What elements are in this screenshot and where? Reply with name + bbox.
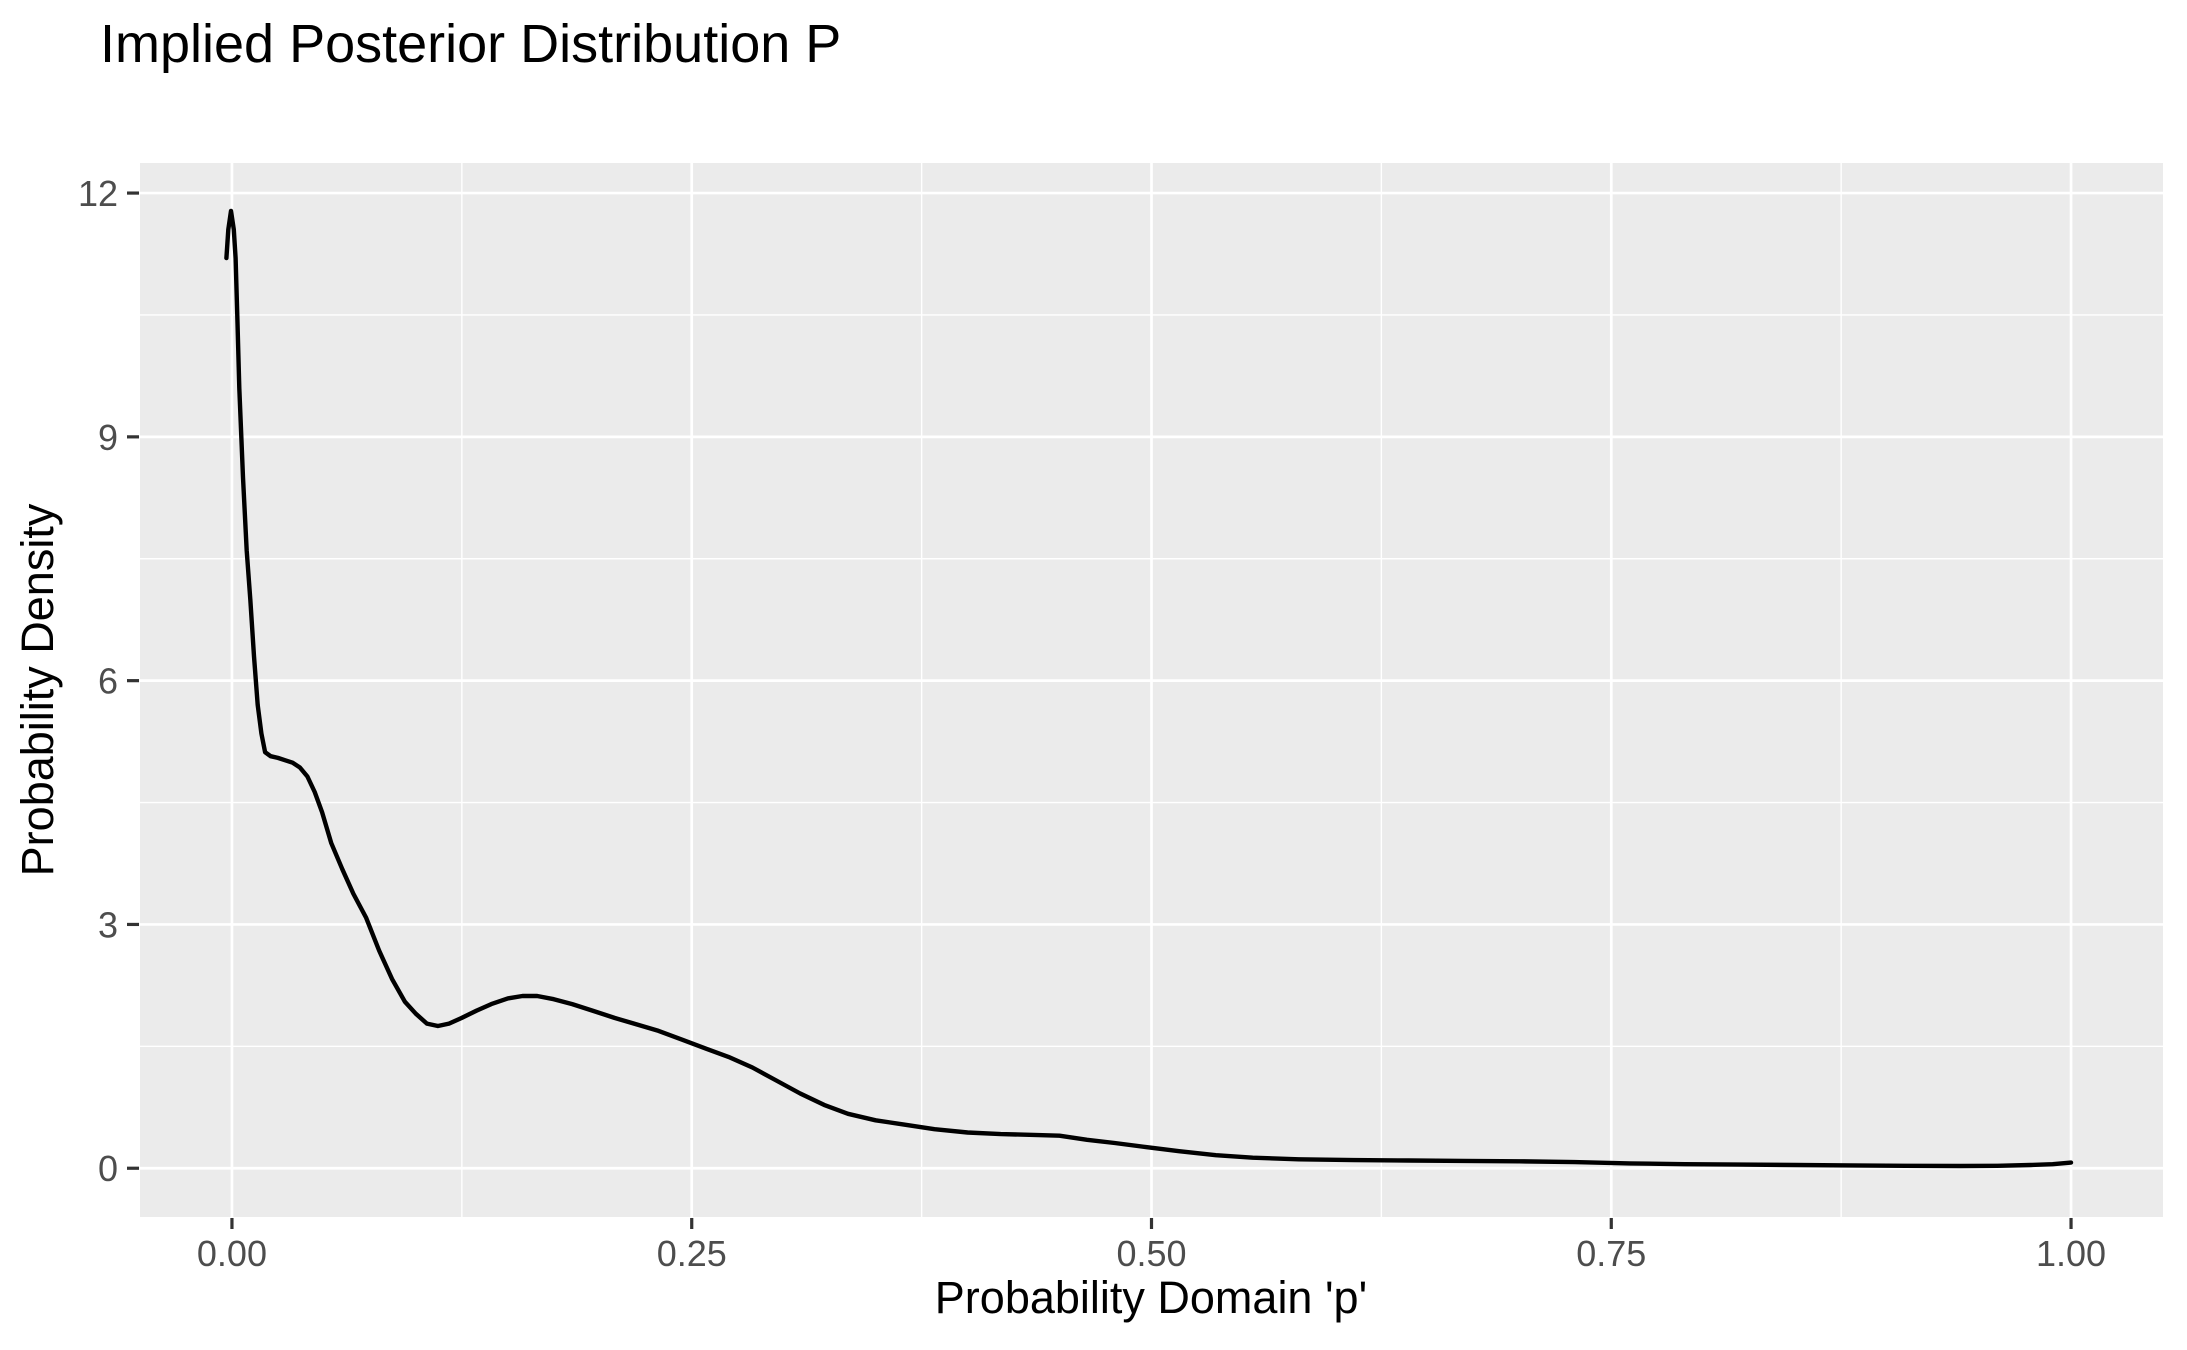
density-curve [224, 208, 2074, 1169]
density-curve-layer [224, 208, 2074, 1169]
plot-panel [140, 163, 2163, 1217]
y-tick-label: 6 [98, 661, 118, 702]
x-axis-title: Probability Domain 'p' [935, 1272, 1367, 1323]
y-axis-title: Probability Density [12, 503, 63, 876]
x-tick-label: 1.00 [2036, 1233, 2106, 1274]
y-tick-label: 0 [98, 1148, 118, 1189]
x-tick-label: 0.75 [1576, 1233, 1646, 1274]
y-tick-label: 12 [78, 173, 118, 214]
x-tick-label: 0.00 [197, 1233, 267, 1274]
chart-title: Implied Posterior Distribution P [100, 14, 841, 74]
y-tick-label: 9 [98, 417, 118, 458]
x-tick-label: 0.50 [1116, 1233, 1186, 1274]
x-tick-label: 0.25 [657, 1233, 727, 1274]
axis-layer: 0.00 0.25 0.50 0.75 1.00 0 3 6 9 12 [78, 173, 2106, 1274]
y-tick-label: 3 [98, 904, 118, 945]
